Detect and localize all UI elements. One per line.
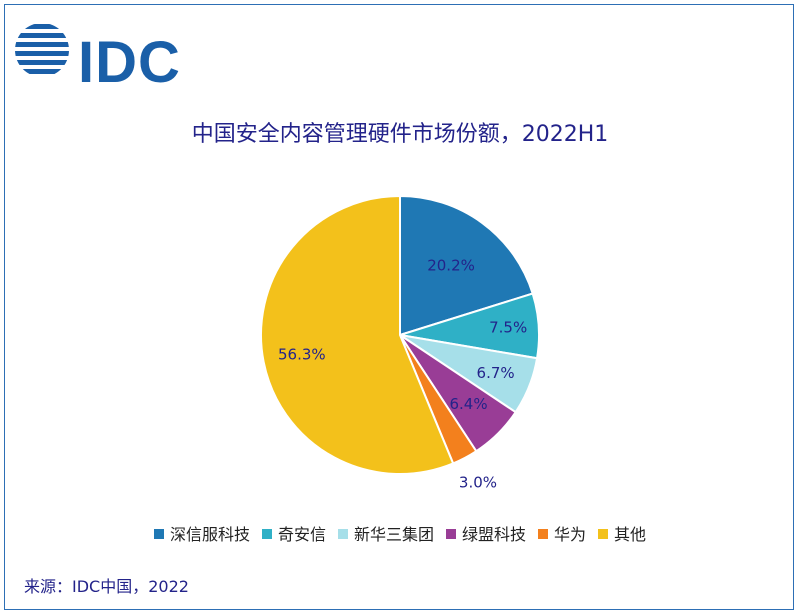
data-label-2: 6.7% xyxy=(477,364,515,382)
legend-swatch-1 xyxy=(262,529,272,539)
legend-item-0: 深信服科技 xyxy=(154,521,250,545)
data-label-4: 3.0% xyxy=(459,473,497,491)
data-label-1: 7.5% xyxy=(489,319,527,337)
legend-swatch-5 xyxy=(598,529,608,539)
source-note: 来源：IDC中国，2022 xyxy=(24,573,189,597)
chart-legend: 深信服科技 奇安信 新华三集团 绿盟科技 华为 其他 xyxy=(0,521,800,545)
legend-label-3: 绿盟科技 xyxy=(462,525,526,544)
legend-item-1: 奇安信 xyxy=(262,521,326,545)
legend-item-2: 新华三集团 xyxy=(338,521,434,545)
legend-swatch-2 xyxy=(338,529,348,539)
legend-label-0: 深信服科技 xyxy=(170,525,250,544)
legend-label-5: 其他 xyxy=(614,525,646,544)
legend-label-2: 新华三集团 xyxy=(354,525,434,544)
legend-label-1: 奇安信 xyxy=(278,525,326,544)
legend-item-5: 其他 xyxy=(598,521,646,545)
legend-swatch-4 xyxy=(538,529,548,539)
legend-swatch-3 xyxy=(446,529,456,539)
legend-label-4: 华为 xyxy=(554,525,586,544)
data-label-3: 6.4% xyxy=(449,395,487,413)
legend-swatch-0 xyxy=(154,529,164,539)
data-label-5: 56.3% xyxy=(278,346,326,364)
legend-item-3: 绿盟科技 xyxy=(446,521,526,545)
legend-item-4: 华为 xyxy=(538,521,586,545)
data-label-0: 20.2% xyxy=(427,257,475,275)
